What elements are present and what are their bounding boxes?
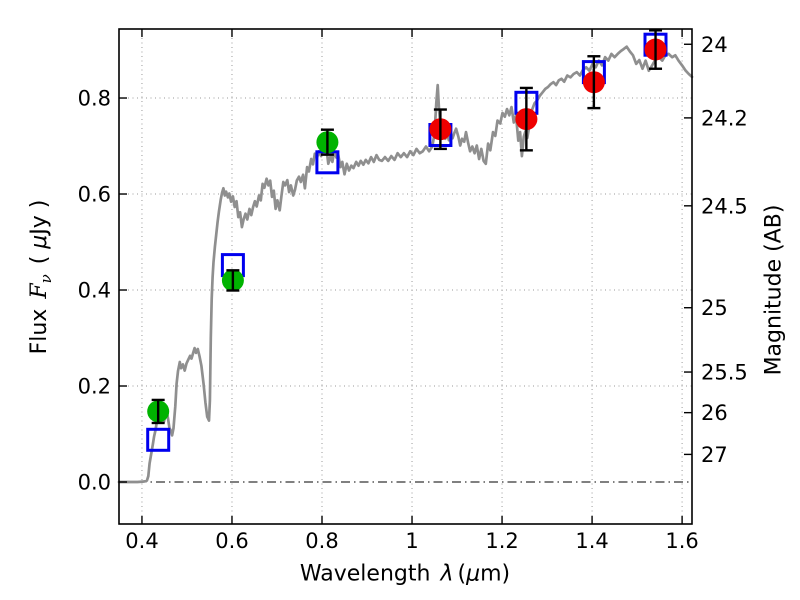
y-tick-label: 0.8 [78, 87, 111, 111]
tick-labels-layer: 0.4 0.6 0.8 1 1.2 1.4 1.6 0.0 0.2 0.4 0.6 0.8 24 24.2… [78, 33, 748, 553]
x-axis-unit-close: m) [480, 561, 511, 587]
grid-layer [119, 29, 692, 524]
plot-frame [118, 28, 693, 525]
magnitude-tick-label: 25 [701, 296, 728, 320]
magnitude-tick-label: 24.2 [701, 106, 748, 130]
y-tick-label: 0.0 [78, 471, 111, 495]
y-axis-title-right: Magnitude (AB) [762, 205, 787, 376]
model-square-marker [146, 427, 171, 452]
magnitude-tick-label: 25.5 [701, 361, 748, 385]
ticks-layer [119, 29, 692, 524]
x-tick-label: 1 [405, 529, 418, 553]
mu-symbol: μ [466, 561, 481, 587]
y-axis-title-left: Flux Fν ( μJy ) [27, 200, 55, 355]
lambda-symbol: λ [440, 561, 454, 587]
flux-unit-open: ( [26, 248, 52, 265]
flux-symbol-subscript: ν [37, 274, 56, 284]
mu-symbol: μ [26, 234, 52, 249]
x-tick-label: 0.8 [305, 529, 338, 553]
model-spectrum-line [117, 45, 694, 484]
x-axis-title: Wavelength λ (μm) [300, 562, 510, 587]
y-tick-label: 0.6 [78, 183, 111, 207]
flux-unit-close: Jy ) [26, 199, 52, 235]
observed-nir-layer [429, 38, 667, 141]
x-axis-title-text: Wavelength [299, 561, 431, 587]
flux-symbol: F [26, 283, 52, 299]
x-tick-label: 0.4 [125, 529, 158, 553]
magnitude-tick-label: 26 [701, 401, 728, 425]
model-photometry-layer [146, 32, 668, 452]
x-tick-label: 1.2 [485, 529, 518, 553]
x-axis-unit-open: ( [457, 561, 467, 587]
x-tick-label: 0.6 [215, 529, 248, 553]
y-tick-label: 0.4 [78, 279, 111, 303]
error-bars-layer [151, 29, 663, 425]
magnitude-tick-label: 24 [701, 33, 728, 57]
magnitude-tick-label: 24.5 [701, 194, 748, 218]
x-tick-label: 1.6 [665, 529, 698, 553]
y-tick-label: 0.2 [78, 375, 111, 399]
flux-label-text: Flux [26, 308, 52, 355]
magnitude-tick-label: 27 [701, 443, 728, 467]
magnitude-label-text: Magnitude (AB) [761, 204, 787, 376]
x-tick-label: 1.4 [575, 529, 608, 553]
